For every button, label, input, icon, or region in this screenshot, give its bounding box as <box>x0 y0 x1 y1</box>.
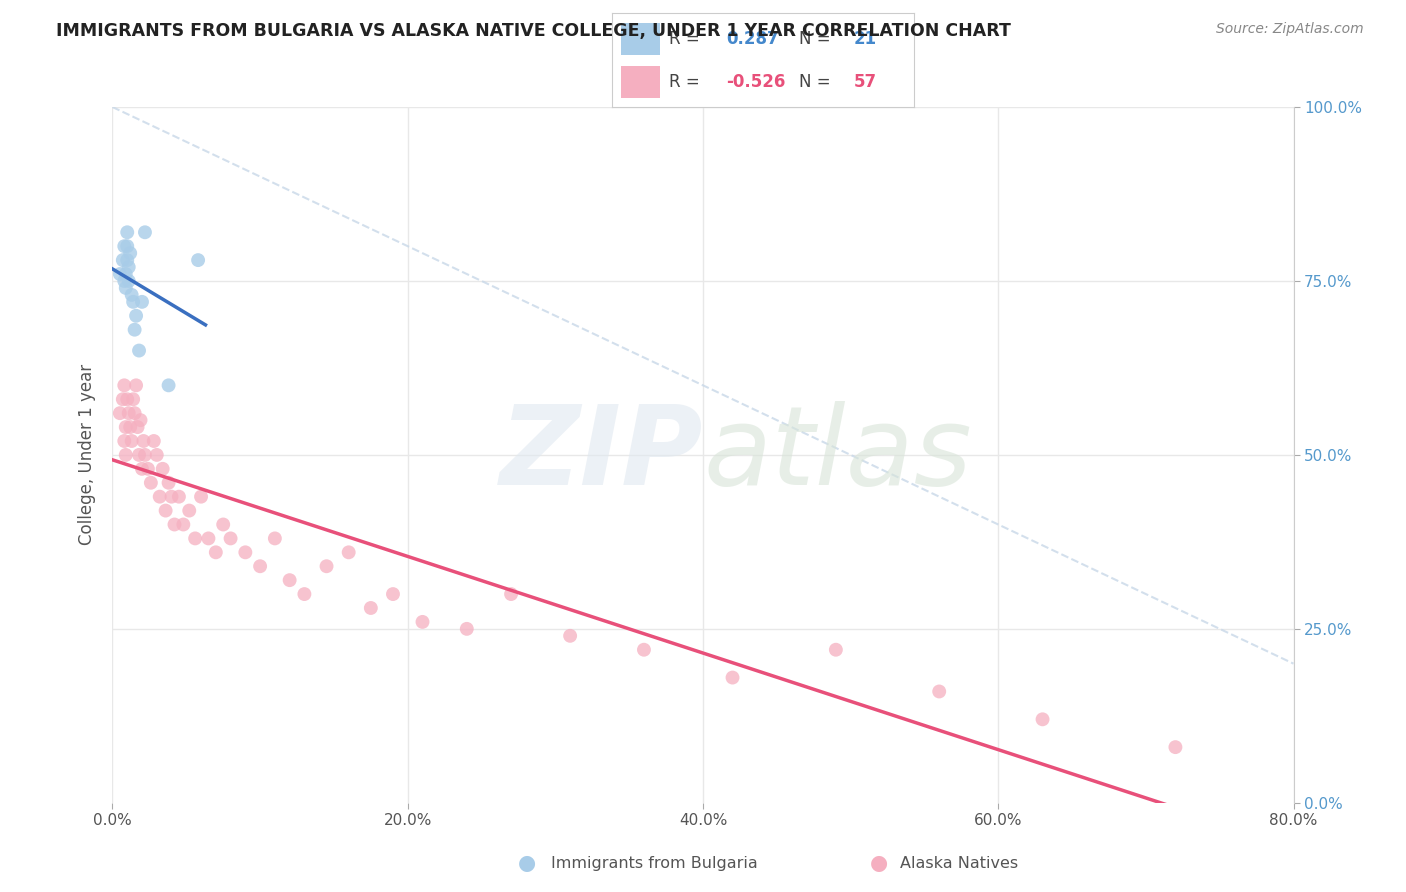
Point <box>117 253 138 268</box>
Text: ZIP: ZIP <box>499 401 703 508</box>
Point <box>142 434 165 448</box>
Point <box>112 274 135 288</box>
Text: ●: ● <box>519 854 536 873</box>
Point <box>501 587 523 601</box>
Point <box>112 434 135 448</box>
Text: 21: 21 <box>853 29 876 47</box>
Point <box>157 475 180 490</box>
Point <box>292 587 315 601</box>
Point <box>190 490 212 504</box>
Point <box>134 448 156 462</box>
Point <box>1164 740 1187 755</box>
Point <box>128 343 150 358</box>
Point <box>114 267 136 281</box>
Point <box>124 323 146 337</box>
Point <box>108 406 131 420</box>
Point <box>132 434 155 448</box>
Point <box>120 246 142 260</box>
Point <box>128 448 150 462</box>
Point <box>120 420 142 434</box>
Point <box>118 406 141 420</box>
Point <box>127 420 149 434</box>
Point <box>1032 712 1054 726</box>
Point <box>111 253 134 268</box>
Point <box>121 288 143 302</box>
Point <box>112 378 135 392</box>
Point <box>184 532 207 546</box>
Point <box>131 294 153 309</box>
Point <box>108 267 131 281</box>
Point <box>114 281 136 295</box>
Point <box>249 559 271 574</box>
Point <box>337 545 360 559</box>
Point <box>129 413 152 427</box>
Point <box>633 642 655 657</box>
Bar <box>620 66 659 98</box>
Point <box>149 490 172 504</box>
Point <box>125 378 148 392</box>
Point <box>122 294 145 309</box>
Point <box>212 517 235 532</box>
Point <box>157 378 180 392</box>
Point <box>233 545 256 559</box>
Point <box>118 260 141 274</box>
Text: Immigrants from Bulgaria: Immigrants from Bulgaria <box>551 856 758 871</box>
Point <box>160 490 183 504</box>
Point <box>179 503 201 517</box>
Point <box>315 559 337 574</box>
Point <box>146 448 169 462</box>
Text: N =: N = <box>799 29 837 47</box>
Point <box>278 573 301 587</box>
Text: atlas: atlas <box>703 401 972 508</box>
Point <box>172 517 194 532</box>
Text: IMMIGRANTS FROM BULGARIA VS ALASKA NATIVE COLLEGE, UNDER 1 YEAR CORRELATION CHAR: IMMIGRANTS FROM BULGARIA VS ALASKA NATIV… <box>56 22 1011 40</box>
Point <box>382 587 405 601</box>
Point <box>125 309 148 323</box>
Point <box>360 601 382 615</box>
Point <box>118 274 141 288</box>
Text: 0.287: 0.287 <box>727 29 779 47</box>
Bar <box>620 22 659 54</box>
Text: Source: ZipAtlas.com: Source: ZipAtlas.com <box>1216 22 1364 37</box>
Point <box>155 503 177 517</box>
Point <box>928 684 950 698</box>
Point <box>197 532 219 546</box>
Point <box>411 615 433 629</box>
Point <box>219 532 242 546</box>
Point <box>139 475 162 490</box>
Point <box>558 629 582 643</box>
Point <box>456 622 478 636</box>
Point <box>152 462 174 476</box>
Text: R =: R = <box>669 73 704 91</box>
Point <box>122 392 145 407</box>
Text: 57: 57 <box>853 73 876 91</box>
Point <box>134 225 156 239</box>
Point <box>114 420 136 434</box>
Y-axis label: College, Under 1 year: College, Under 1 year <box>77 364 96 546</box>
Point <box>112 239 135 253</box>
Point <box>114 448 136 462</box>
Point <box>131 462 153 476</box>
Point <box>117 392 138 407</box>
Point <box>117 225 138 239</box>
Text: Alaska Natives: Alaska Natives <box>900 856 1018 871</box>
Point <box>124 406 146 420</box>
Text: -0.526: -0.526 <box>727 73 786 91</box>
Point <box>205 545 228 559</box>
Point <box>264 532 287 546</box>
Point <box>824 642 846 657</box>
Point <box>721 671 744 685</box>
Point <box>121 434 143 448</box>
Text: N =: N = <box>799 73 837 91</box>
Point <box>187 253 209 268</box>
Point <box>136 462 159 476</box>
Text: ●: ● <box>870 854 887 873</box>
Point <box>163 517 186 532</box>
Point <box>117 239 138 253</box>
Point <box>111 392 134 407</box>
Text: R =: R = <box>669 29 704 47</box>
Point <box>167 490 190 504</box>
